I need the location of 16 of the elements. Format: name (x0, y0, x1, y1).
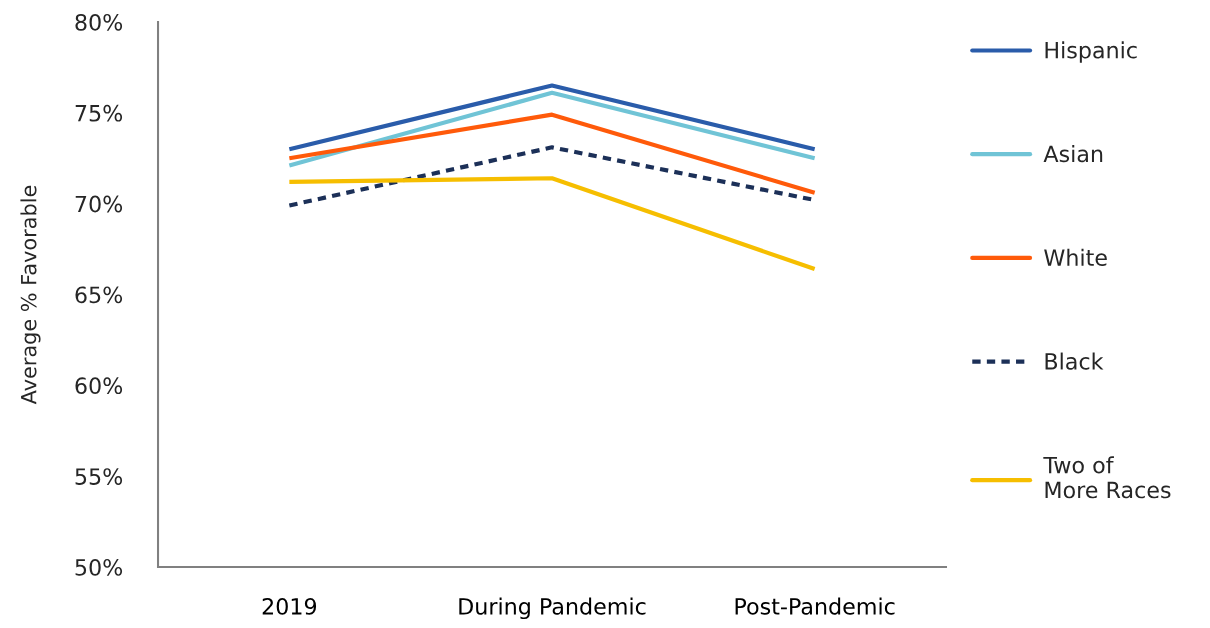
y-tick-label: 50% (75, 558, 123, 576)
y-axis-title: Average % Favorable (20, 185, 41, 405)
legend-label: White (1044, 248, 1107, 267)
y-tick-label: 60% (75, 377, 123, 395)
x-tick-label: During Pandemic (459, 597, 646, 620)
y-tick-label: 65% (75, 286, 123, 304)
y-tick-label: 55% (75, 468, 123, 485)
legend-label: Two of More Races (1043, 456, 1171, 499)
x-tick-label: Post-Pandemic (735, 597, 895, 615)
y-tick-label: 70% (75, 195, 123, 213)
legend-label: Black (1045, 352, 1104, 370)
y-tick-label: 75% (75, 104, 123, 122)
x-tick-label: 2019 (262, 597, 317, 615)
legend-label: Hispanic (1045, 41, 1137, 63)
y-tick-label: 80% (75, 13, 123, 31)
legend-label: Asian (1043, 145, 1103, 163)
